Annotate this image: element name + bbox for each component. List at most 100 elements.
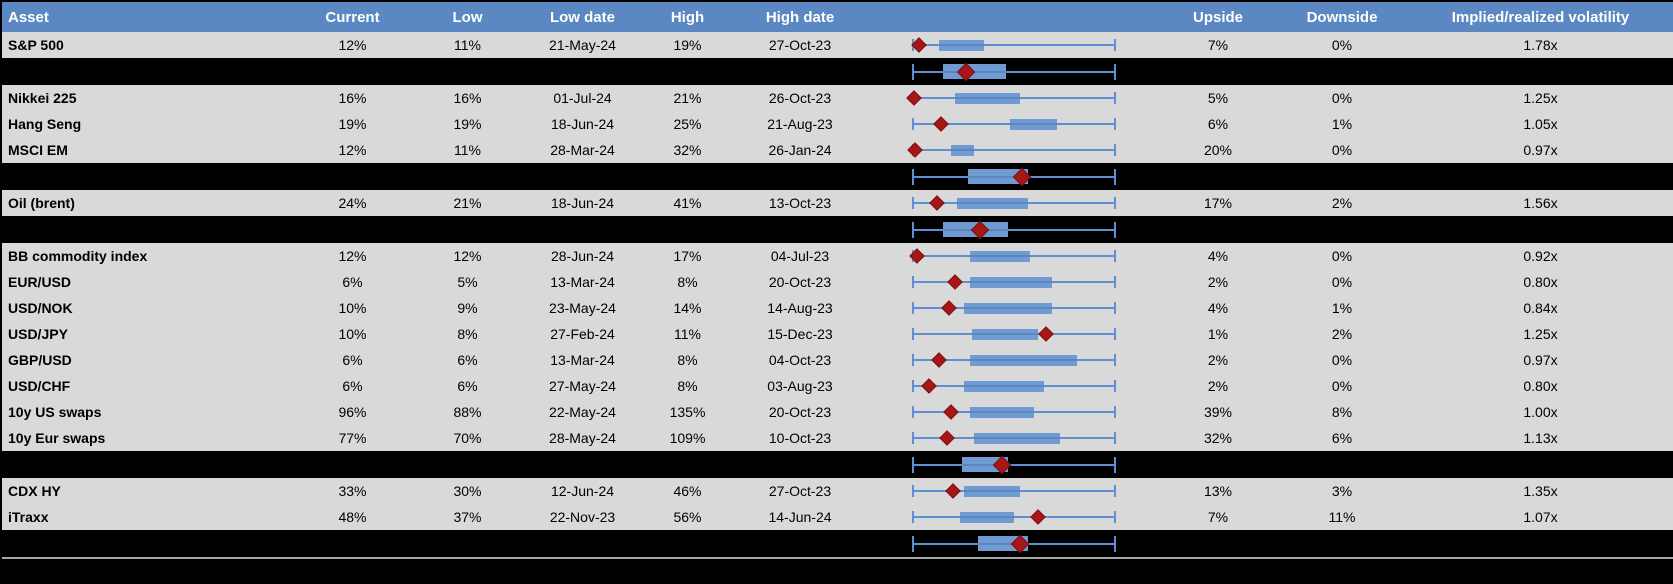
cell-downside: 2%: [1331, 326, 1353, 342]
boxplot-box: [939, 39, 984, 51]
cell-low: 8%: [457, 326, 478, 342]
boxplot-whisker: [913, 228, 1115, 231]
cell-implied-realized-volatility: 1.00x: [1523, 404, 1558, 420]
cell-implied-realized-volatility: 0.80x: [1523, 274, 1558, 290]
boxplot: [906, 85, 1116, 111]
cell-current: 24%: [338, 195, 367, 211]
cell-upside: 7%: [1207, 509, 1229, 525]
cell-asset: CDX HY: [8, 483, 61, 499]
cell-low-date: 22-Nov-23: [549, 509, 616, 525]
cell-downside: 0%: [1331, 378, 1353, 394]
table-row: iTraxx 48% 37% 22-Nov-23 56% 14-Jun-24 7% 11% 1.…: [2, 504, 1673, 530]
boxplot: [912, 111, 1116, 137]
boxplot-median-line: [969, 255, 1031, 257]
boxplot: [911, 32, 1116, 58]
cell-downside: 8%: [1331, 404, 1353, 420]
cell-high-date: 04-Jul-23: [770, 248, 830, 264]
boxplot-cap-right: [1114, 535, 1116, 552]
current-marker-diamond: [921, 378, 937, 394]
cell-upside: 6%: [1207, 116, 1229, 132]
boxplot-median-line: [963, 385, 1045, 387]
boxplot-cap-right: [1114, 92, 1116, 104]
cell-high: 46%: [673, 483, 702, 499]
boxplot: [912, 190, 1116, 216]
table-row: 10y Eur swaps 77% 70% 28-May-24 109% 10-Oct-2…: [2, 425, 1673, 451]
boxplot-cap-left: [912, 118, 914, 130]
boxplot-median-line: [973, 437, 1061, 439]
cell-high-date: 20-Oct-23: [768, 274, 832, 290]
cell-low: 30%: [453, 483, 482, 499]
bottom-black-band: [2, 559, 1673, 584]
boxplot-box: [969, 276, 1053, 288]
boxplot-cap-left: [912, 197, 914, 209]
cell-high: 19%: [673, 37, 702, 53]
cell-high-date: 20-Oct-23: [768, 404, 832, 420]
boxplot-box: [951, 144, 974, 156]
current-marker-diamond: [941, 300, 958, 316]
cell-low-date: 18-Jun-24: [550, 116, 615, 132]
boxplot-cell: [870, 295, 1160, 321]
boxplot: [912, 269, 1116, 295]
boxplot-whisker: [913, 463, 1115, 466]
table-row: Hang Seng 19% 19% 18-Jun-24 25% 21-Aug-23 6% 1%…: [2, 111, 1673, 137]
cell-downside: 6%: [1331, 430, 1353, 446]
boxplot-median-line: [963, 307, 1053, 309]
cell-asset: iTraxx: [8, 509, 49, 525]
boxplot-median-line: [969, 411, 1035, 413]
cell-low: 70%: [453, 430, 482, 446]
cell-asset: EUR/USD: [8, 274, 72, 290]
col-header-downside: Downside: [1306, 8, 1378, 26]
cell-downside: 0%: [1331, 248, 1353, 264]
table-row: 10y US swaps 96% 88% 22-May-24 135% 20-Oct-23…: [2, 399, 1673, 425]
boxplot-box: [969, 250, 1031, 262]
boxplot-cap-right: [1114, 406, 1116, 418]
cell-downside: 0%: [1331, 37, 1353, 53]
boxplot-cap-left: [912, 221, 914, 238]
cell-low: 16%: [453, 90, 482, 106]
cell-implied-realized-volatility: 1.25x: [1523, 326, 1558, 342]
cell-low-date: 27-Feb-24: [550, 326, 615, 342]
boxplot-box: [967, 169, 1029, 184]
boxplot: [909, 243, 1116, 269]
boxplot: [912, 530, 1116, 557]
boxplot-cell: [870, 373, 1160, 399]
boxplot-cap-right: [1114, 39, 1116, 51]
cell-low: 88%: [453, 404, 482, 420]
boxplot: [912, 373, 1116, 399]
cell-upside: 13%: [1203, 483, 1233, 499]
table-row: USD/CHF 6% 6% 27-May-24 8% 03-Aug-23 2% 0% 0.80x: [2, 373, 1673, 399]
boxplot-cap-left: [912, 535, 914, 552]
boxplot-cap-right: [1114, 302, 1116, 314]
boxplot-cap-right: [1114, 144, 1116, 156]
summary-row: [2, 58, 1673, 85]
boxplot-cap-right: [1114, 250, 1116, 262]
cell-upside: 39%: [1203, 404, 1233, 420]
cell-current: 19%: [338, 116, 367, 132]
cell-high-date: 15-Dec-23: [767, 326, 833, 342]
cell-high: 25%: [673, 116, 702, 132]
table-row: USD/JPY 10% 8% 27-Feb-24 11% 15-Dec-23 1% 2% 1.2…: [2, 321, 1673, 347]
cell-high-date: 26-Jan-24: [768, 142, 832, 158]
boxplot-cap-right: [1114, 456, 1116, 473]
current-marker-diamond: [906, 90, 922, 106]
current-marker-diamond: [943, 404, 960, 420]
cell-asset: GBP/USD: [8, 352, 72, 368]
cell-asset: USD/CHF: [8, 378, 71, 394]
table-row: EUR/USD 6% 5% 13-Mar-24 8% 20-Oct-23 2% 0% 0.80x: [2, 269, 1673, 295]
boxplot-cell: [870, 269, 1160, 295]
cell-current: 48%: [338, 509, 367, 525]
cell-low-date: 01-Jul-24: [553, 90, 612, 106]
boxplot-box: [971, 328, 1039, 340]
boxplot: [912, 295, 1116, 321]
boxplot-cap-right: [1114, 118, 1116, 130]
cell-low: 9%: [457, 300, 478, 316]
boxplot-cap-left: [912, 302, 914, 314]
cell-current: 10%: [338, 326, 367, 342]
cell-current: 12%: [338, 248, 367, 264]
current-marker-diamond: [929, 195, 945, 211]
cell-implied-realized-volatility: 1.13x: [1523, 430, 1558, 446]
boxplot-cap-left: [912, 328, 914, 340]
current-marker-diamond: [945, 483, 962, 499]
col-header-upside: Upside: [1192, 8, 1243, 26]
boxplot: [912, 478, 1116, 504]
